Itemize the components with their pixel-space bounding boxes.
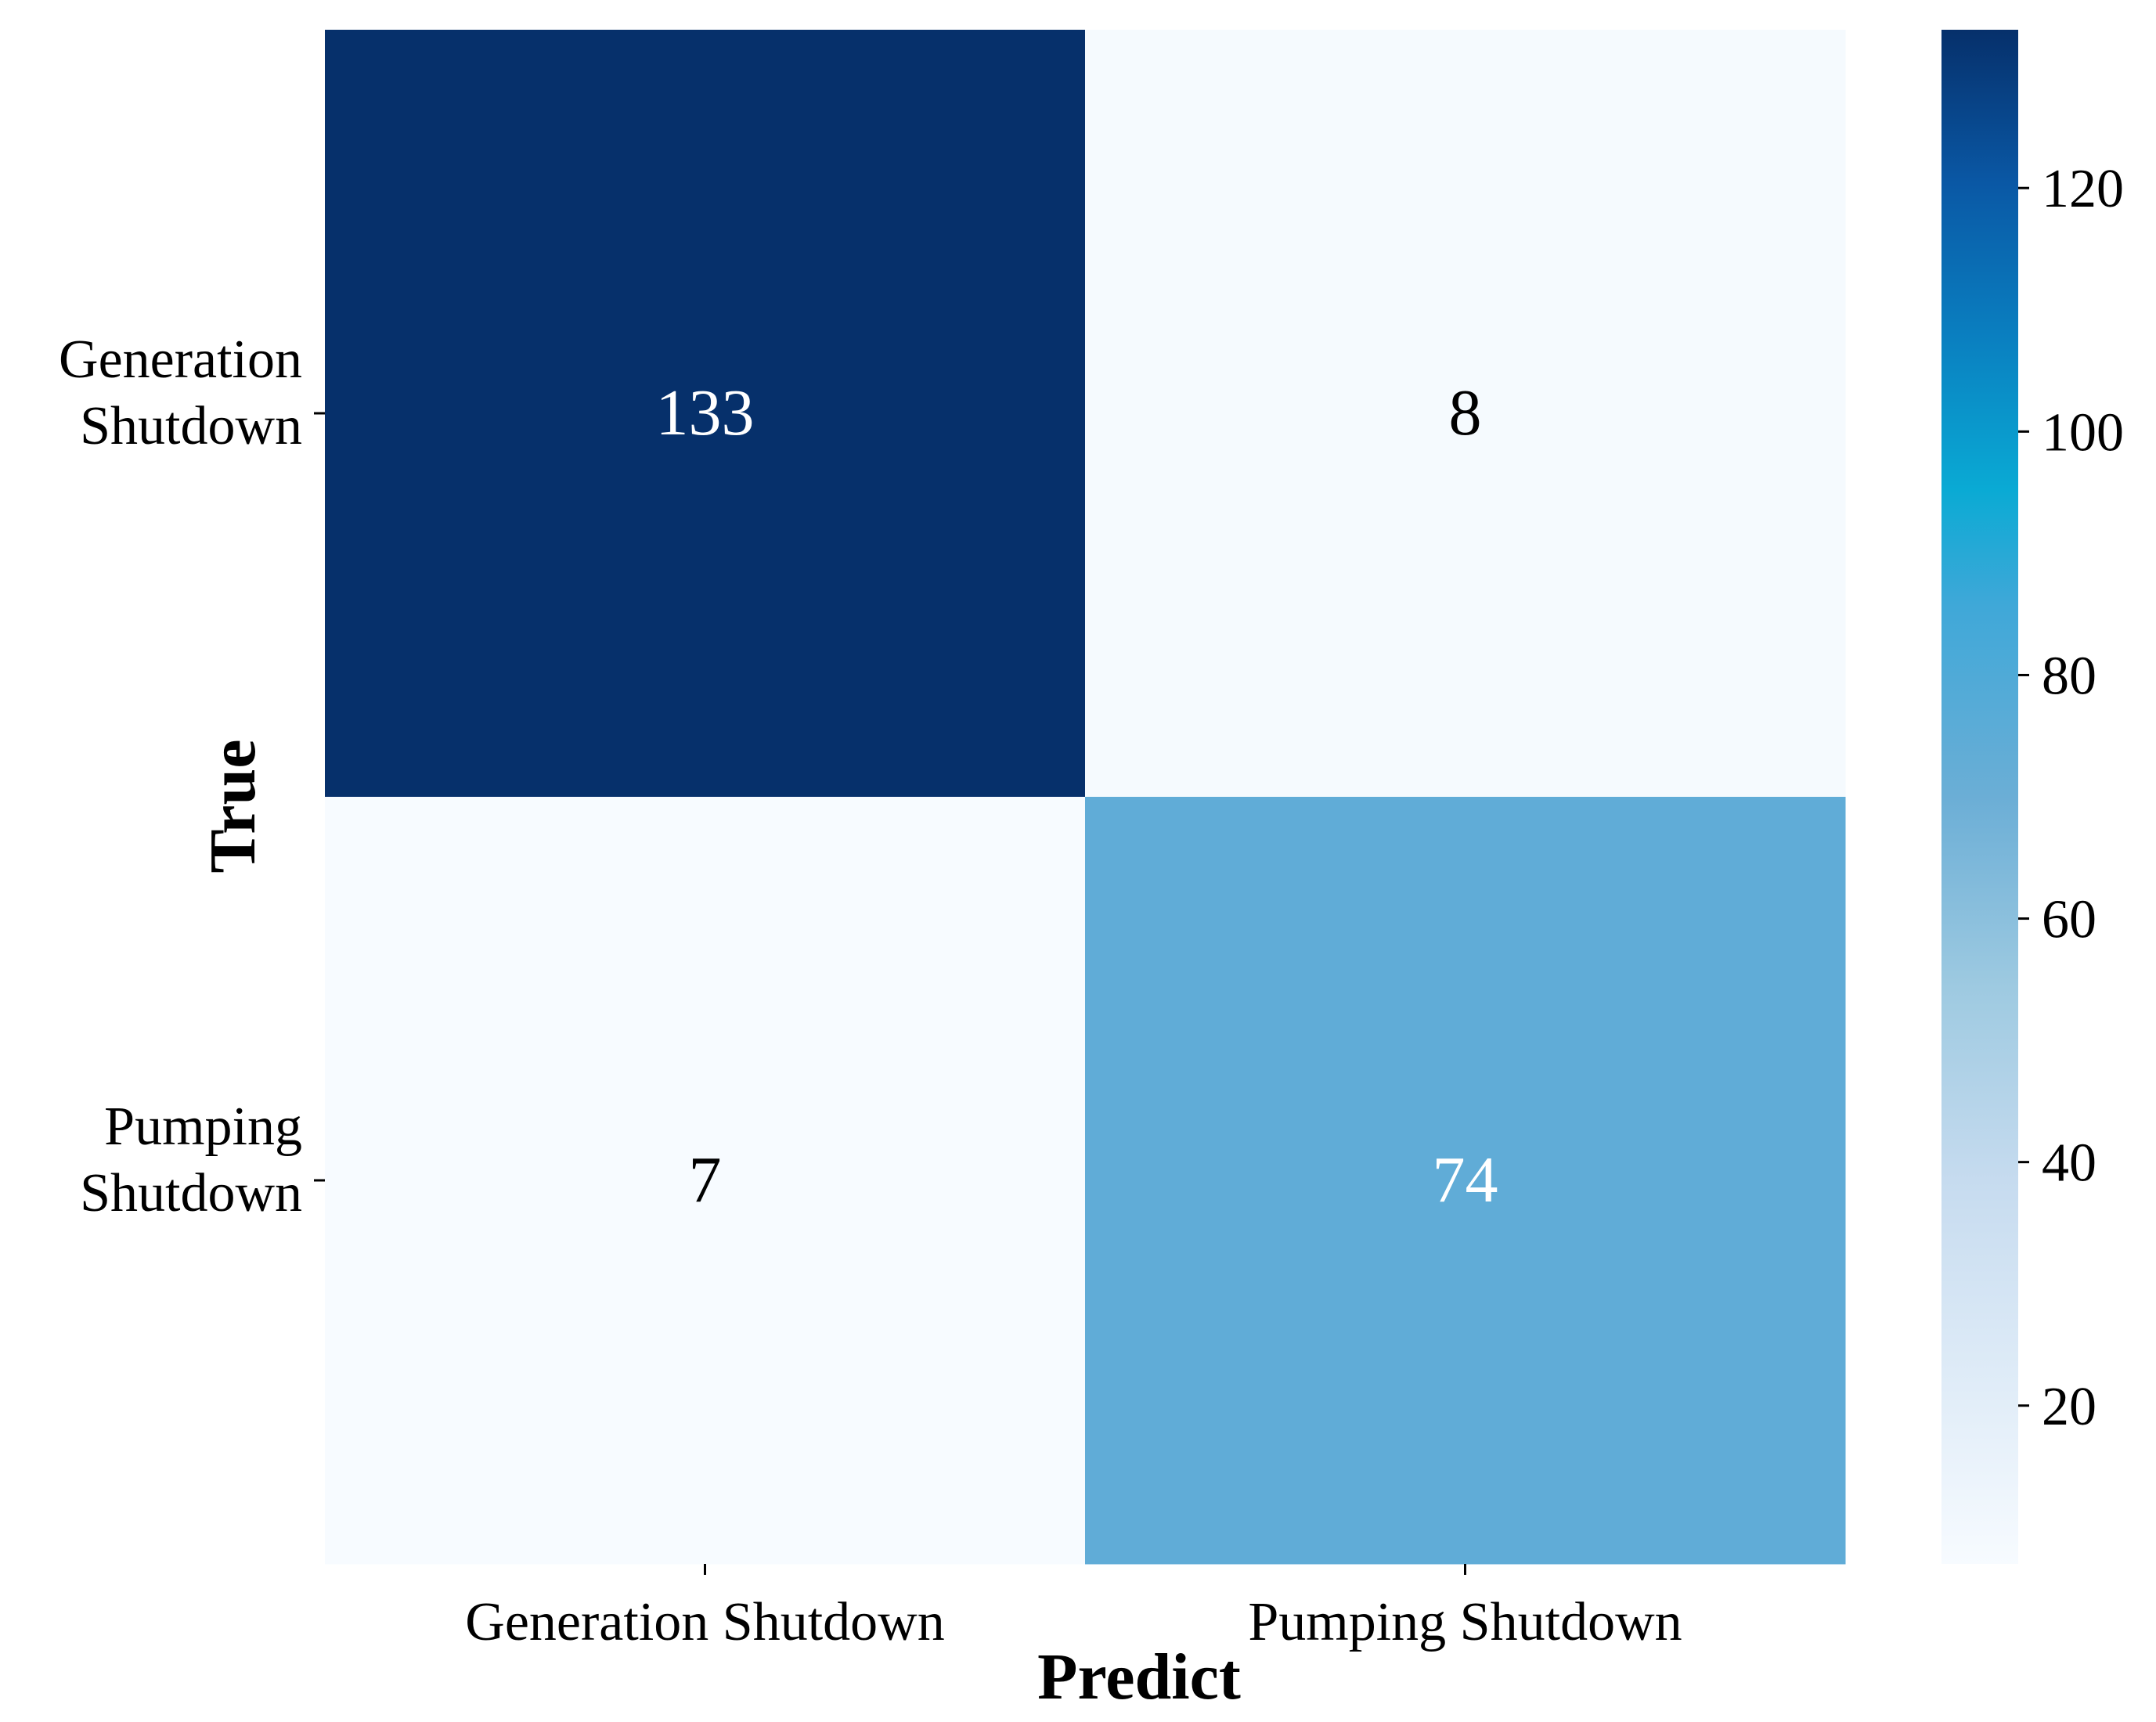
cell-value: 7 <box>689 1144 722 1216</box>
x-axis-label: Predict <box>1037 1641 1241 1713</box>
x-axis: Generation Shutdown Pumping Shutdown <box>465 1564 1682 1652</box>
colorbar: 20 40 60 80 100 120 <box>1941 30 2124 1564</box>
y-tick-label: Pumping Shutdown <box>80 1097 302 1223</box>
y-axis-label: True <box>196 739 269 873</box>
heatmap-cell <box>325 797 1086 1565</box>
x-tick-label: Generation Shutdown <box>465 1592 944 1652</box>
cell-value: 8 <box>1449 376 1482 449</box>
x-tick-label: Pumping Shutdown <box>1248 1592 1682 1652</box>
heatmap-cell <box>325 30 1086 798</box>
colorbar-tick-label: 100 <box>2042 402 2124 463</box>
cell-value: 74 <box>1433 1144 1498 1216</box>
colorbar-gradient <box>1941 30 2018 1564</box>
colorbar-tick-label: 40 <box>2042 1133 2097 1194</box>
colorbar-tick-label: 20 <box>2042 1377 2097 1437</box>
heatmap-cells <box>325 30 1846 1565</box>
heatmap-cell <box>1085 797 1846 1565</box>
colorbar-tick-label: 60 <box>2042 890 2097 950</box>
cell-value-labels: 133 8 7 74 <box>656 376 1498 1216</box>
heatmap-cell <box>1085 30 1846 798</box>
colorbar-tick-label: 120 <box>2042 159 2124 219</box>
y-tick-label: Generation Shutdown <box>59 330 302 456</box>
y-axis: Generation Shutdown Pumping Shutdown <box>59 330 325 1223</box>
colorbar-tick-label: 80 <box>2042 646 2097 706</box>
cell-value: 133 <box>656 376 755 449</box>
